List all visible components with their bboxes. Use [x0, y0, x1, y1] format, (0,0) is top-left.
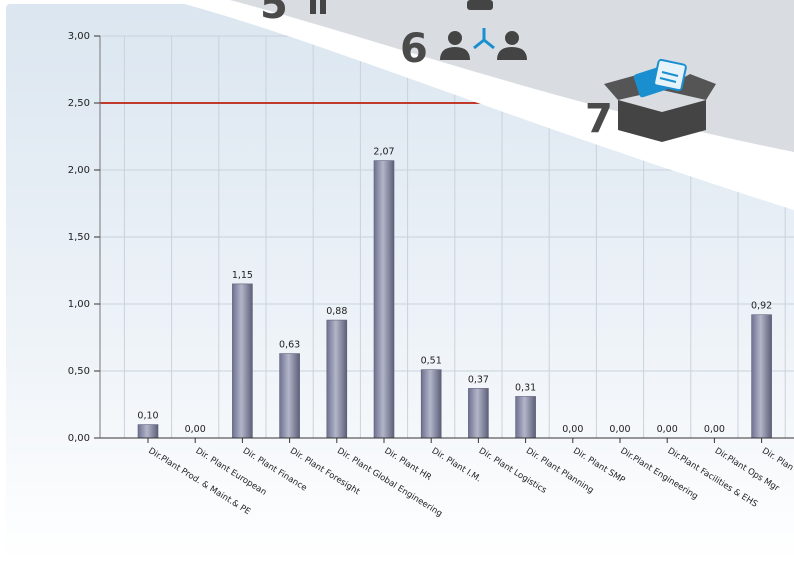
value-label: 0,51: [421, 356, 442, 367]
chair-icon: [310, 0, 326, 14]
value-label: 0,63: [279, 340, 300, 351]
step-6-number: 6: [400, 26, 428, 72]
bar-series: [137, 160, 772, 439]
y-tick-label: 2,00: [68, 165, 90, 176]
value-label: 0,10: [137, 411, 158, 422]
y-tick-label: 2,50: [68, 98, 90, 109]
step-7-number: 7: [585, 96, 613, 142]
value-label: 0,31: [515, 382, 536, 393]
open-box-documents-icon: [604, 58, 716, 142]
value-label: 0,00: [657, 424, 678, 435]
value-label: 0,92: [751, 301, 772, 312]
value-label: 0,88: [326, 306, 347, 317]
value-label: 0,00: [562, 424, 583, 435]
bar: [326, 319, 348, 439]
value-label: 2,07: [373, 147, 394, 158]
value-label: 0,37: [468, 374, 489, 385]
bar: [751, 314, 772, 439]
y-tick-label: 1,50: [68, 232, 90, 243]
step-5-number: 5: [260, 0, 288, 28]
y-tick-label: 0,00: [68, 433, 90, 444]
value-labels: 0,10 0,00 1,15 0,63 0,88 2,07 0,51 0,37 0,31 0,00…: [137, 147, 772, 435]
bar: [232, 283, 253, 439]
y-tick-label: 0,50: [68, 366, 90, 377]
bar: [468, 388, 489, 439]
value-label: 0,00: [609, 424, 630, 435]
value-label: 1,15: [232, 270, 253, 281]
y-tick-label: 3,00: [68, 31, 90, 42]
bar: [279, 353, 300, 439]
bar: [515, 396, 536, 439]
people-network-icon: [440, 0, 527, 60]
bar: [373, 160, 395, 439]
value-label: 0,00: [185, 424, 206, 435]
y-axis-ticks: 0,00 0,50 1,00 1,50 2,00 2,50 3,00: [68, 31, 100, 444]
bar: [420, 369, 442, 439]
value-label: 0,00: [704, 424, 725, 435]
bar: [137, 424, 159, 439]
y-tick-label: 1,00: [68, 299, 90, 310]
